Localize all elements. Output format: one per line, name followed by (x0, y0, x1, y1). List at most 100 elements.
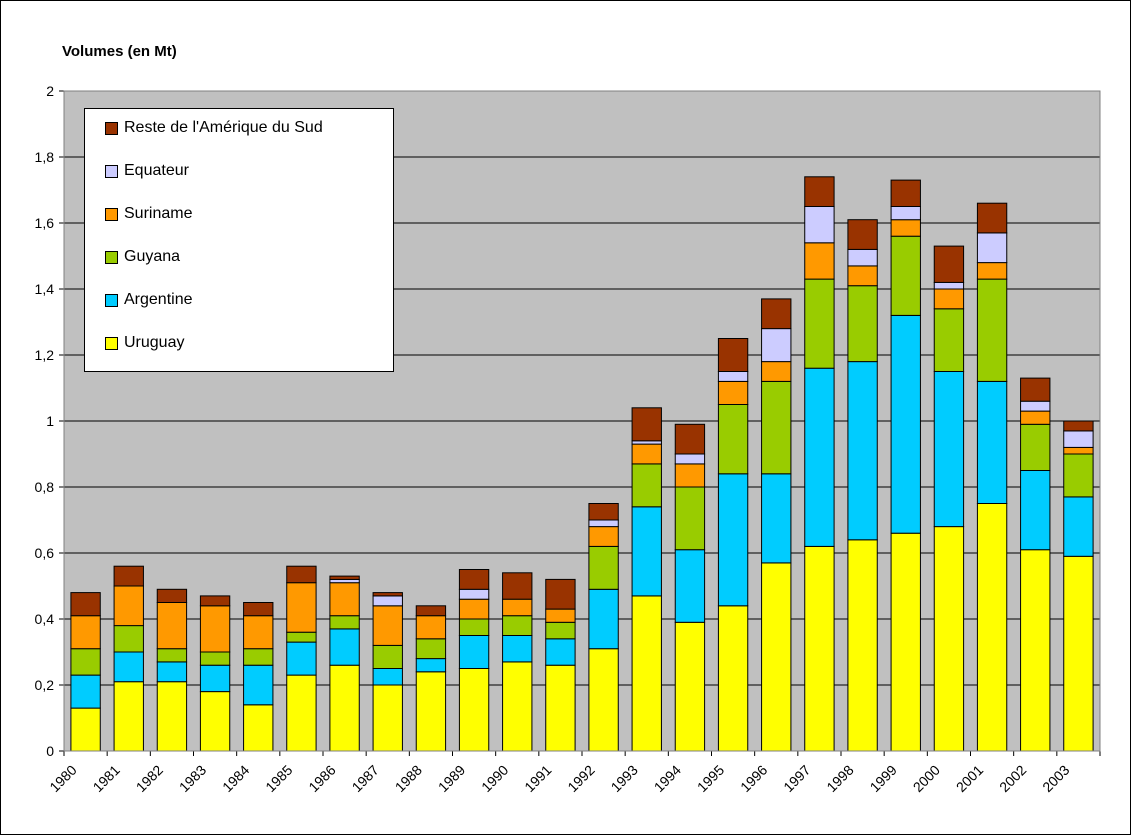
bar-segment-1997-3 (804, 242, 835, 280)
bar-segment-1992-0 (588, 648, 619, 752)
bar-segment-2002-0 (1020, 549, 1051, 752)
bar-segment-1993-5 (631, 407, 662, 442)
bar-segment-1996-1 (761, 473, 792, 564)
chart-legend: Reste de l'Amérique du Sud Equateur Suri… (84, 108, 394, 372)
bar-segment-1998-1 (847, 361, 878, 541)
bar-segment-1991-2 (545, 621, 576, 640)
bar-segment-1985-1 (286, 641, 317, 676)
bar-segment-1990-1 (502, 635, 533, 663)
bar-segment-1983-0 (199, 691, 231, 752)
legend-swatch-equateur (105, 164, 118, 178)
bar-segment-1992-3 (588, 526, 619, 547)
bar-segment-1982-3 (156, 602, 188, 650)
bar-segment-1995-5 (717, 338, 749, 372)
bar-segment-1997-5 (804, 176, 835, 208)
bar-segment-1980-1 (70, 674, 101, 709)
bar-segment-1989-3 (458, 598, 490, 620)
legend-swatch-suriname (105, 207, 118, 221)
x-tick-label: 2001 (953, 762, 986, 795)
x-tick-label: 1983 (176, 762, 209, 795)
legend-item-uruguay: Uruguay (105, 332, 184, 354)
bar-segment-1982-1 (156, 661, 188, 683)
bar-segment-2002-4 (1020, 400, 1051, 412)
bar-segment-2000-1 (933, 371, 965, 528)
y-tick-label: 1 (46, 413, 54, 429)
bar-segment-1998-0 (847, 539, 878, 752)
bar-segment-2002-1 (1020, 470, 1051, 551)
x-tick-label: 1997 (780, 762, 813, 795)
bar-segment-1990-5 (502, 572, 533, 600)
bar-segment-1986-0 (329, 664, 360, 752)
bar-segment-1994-5 (674, 423, 706, 455)
x-tick-label: 1999 (867, 762, 900, 795)
bar-segment-1985-3 (286, 582, 317, 633)
bar-segment-1988-3 (415, 615, 447, 640)
bar-segment-1988-0 (415, 671, 447, 752)
bar-segment-1986-5 (329, 575, 360, 580)
bar-segment-1989-0 (458, 668, 490, 752)
x-tick-label: 1991 (521, 762, 554, 795)
bar-segment-1983-1 (199, 664, 231, 693)
bar-segment-1980-3 (70, 615, 101, 650)
x-tick-label: 1993 (608, 762, 641, 795)
bar-segment-1989-1 (458, 635, 490, 669)
bar-segment-1996-2 (761, 380, 792, 475)
bar-segment-1993-3 (631, 443, 662, 465)
bar-segment-2003-0 (1063, 555, 1094, 752)
legend-label-equateur: Equateur (124, 162, 189, 179)
bar-segment-1999-1 (890, 314, 921, 534)
bar-segment-1991-3 (545, 608, 576, 623)
bar-segment-1997-0 (804, 545, 835, 752)
bar-segment-1983-3 (199, 605, 231, 653)
bar-segment-1988-5 (415, 605, 447, 617)
bar-segment-2003-4 (1063, 430, 1094, 448)
x-tick-label: 1986 (305, 762, 338, 795)
bar-segment-1988-1 (415, 658, 447, 673)
bar-segment-2003-2 (1063, 453, 1094, 498)
legend-item-reste: Reste de l'Amérique du Sud (105, 117, 323, 139)
bar-segment-1994-4 (674, 453, 706, 465)
bar-segment-1986-1 (329, 628, 360, 666)
bar-segment-2001-4 (976, 232, 1008, 264)
bar-segment-1999-4 (890, 206, 921, 221)
bar-segment-2000-4 (933, 281, 965, 290)
legend-swatch-guyana (105, 250, 118, 264)
bar-segment-1998-4 (847, 248, 878, 267)
bar-segment-2000-0 (933, 526, 965, 752)
bar-segment-2003-3 (1063, 446, 1094, 455)
bar-segment-1992-4 (588, 519, 619, 528)
y-tick-label: 1,8 (35, 149, 55, 165)
bar-segment-1996-5 (761, 298, 792, 330)
legend-item-suriname: Suriname (105, 203, 192, 225)
bar-segment-1986-2 (329, 615, 360, 630)
bar-segment-1996-0 (761, 562, 792, 752)
bar-segment-1987-2 (372, 644, 403, 670)
bar-segment-1992-5 (588, 503, 619, 521)
x-tick-label: 1982 (133, 762, 166, 795)
bar-segment-1987-5 (372, 592, 403, 597)
plot-border (63, 90, 1101, 752)
legend-label-guyana: Guyana (124, 248, 181, 265)
bar-segment-1998-3 (847, 265, 878, 287)
bar-segment-1990-3 (502, 598, 533, 617)
bar-segment-1999-5 (890, 179, 921, 208)
y-tick-label: 0,8 (35, 479, 55, 495)
bar-segment-1987-0 (372, 684, 403, 752)
bar-segment-1994-1 (674, 549, 706, 623)
x-tick-label: 1985 (262, 762, 295, 795)
bar-segment-2001-0 (976, 503, 1008, 752)
legend-label-argentine: Argentine (124, 291, 193, 308)
x-tick-label: 1984 (219, 762, 252, 795)
bar-segment-1994-3 (674, 463, 706, 488)
bar-segment-1982-0 (156, 681, 188, 752)
bar-segment-1991-0 (545, 664, 576, 752)
chart-title: Volumes (en Mt) (62, 43, 177, 60)
bar-segment-1986-3 (329, 582, 360, 617)
y-tick-label: 1,6 (35, 215, 55, 231)
legend-swatch-uruguay (105, 336, 118, 350)
x-tick-label: 1988 (392, 762, 425, 795)
bar-segment-1989-5 (458, 569, 490, 590)
bar-segment-1980-5 (70, 592, 101, 617)
legend-label-suriname: Suriname (124, 205, 193, 222)
x-tick-label: 1990 (478, 762, 511, 795)
